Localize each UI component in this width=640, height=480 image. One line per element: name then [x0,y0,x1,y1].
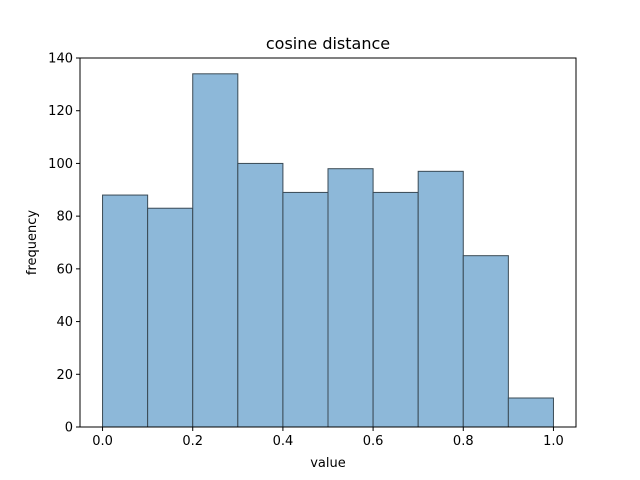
y-axis-ticks: 0 20 40 60 80 100 120 140 [48,52,80,436]
plot-frame [79,57,577,428]
x-axis-ticks: 0.0 0.2 0.4 0.6 0.8 1.0 [92,427,564,449]
y-tick-label: 80 [56,210,73,225]
y-tick-label: 140 [48,52,73,67]
histogram-bar [237,162,284,428]
histogram-bar [507,397,554,428]
x-axis-label: value [310,456,346,471]
histogram-bar [102,194,149,428]
x-tick-label: 0.6 [363,434,384,449]
histogram-bar [282,191,329,428]
histogram-bar [462,255,509,428]
y-tick-label: 120 [48,104,73,119]
histogram-bar [327,168,374,428]
y-tick-label: 20 [56,368,73,383]
bars-group [102,73,554,428]
x-tick-label: 1.0 [543,434,564,449]
histogram-bar [372,191,419,428]
x-tick-label: 0.4 [273,434,294,449]
histogram-bar [192,73,239,428]
chart-title: cosine distance [266,34,390,53]
x-tick-label: 0.2 [182,434,203,449]
y-tick-label: 60 [56,262,73,277]
x-tick-label: 0.0 [92,434,113,449]
y-axis-label: frequency [25,210,40,276]
y-tick-label: 40 [56,315,73,330]
y-tick-label: 0 [65,421,73,436]
histogram-bar [417,170,464,428]
y-tick-label: 100 [48,157,73,172]
x-tick-label: 0.8 [453,434,474,449]
histogram-bar [147,207,194,428]
